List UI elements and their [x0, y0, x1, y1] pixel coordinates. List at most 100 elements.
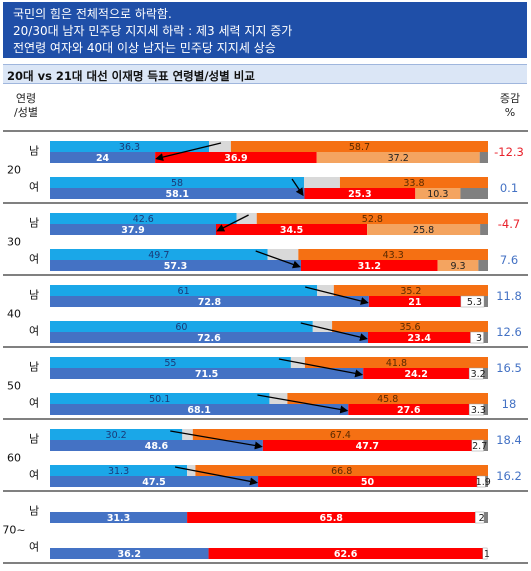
cur-ppp-bar	[258, 476, 478, 487]
gender-label: 여	[29, 181, 39, 194]
change-value: 0.1	[500, 181, 518, 195]
gender-label: 여	[29, 469, 39, 482]
cur-dem-bar	[50, 296, 369, 307]
prev-dem-bar	[50, 429, 183, 440]
prev-ppp-bar	[298, 249, 488, 260]
cur-ppp-bar	[262, 440, 472, 451]
cur-remainder-bar	[483, 440, 488, 451]
cur-dem-bar	[50, 260, 301, 271]
shift-arrow	[305, 286, 369, 305]
shift-arrow	[257, 394, 349, 414]
banner-line-2: 20/30대 남자 민주당 지지세 하락 : 제3 세력 지지 증가	[13, 24, 293, 38]
age-label: 70~	[2, 524, 25, 537]
cur-ppp-label: 25.3	[348, 189, 371, 200]
prev-dem-label: 61	[178, 286, 190, 297]
cur-ppp-label: 50	[361, 477, 375, 488]
cur-other-label: 37.2	[388, 153, 409, 164]
header-banner: 국민의 힘은 전체적으로 하락함. 20/30대 남자 민주당 지지세 하락 :…	[3, 2, 527, 58]
cur-dem-bar	[50, 440, 263, 451]
prev-dem-bar	[50, 465, 188, 476]
cur-other-bar	[468, 367, 484, 380]
prev-dem-bar	[50, 285, 318, 296]
cur-other-label: 3.3	[471, 405, 486, 416]
cur-dem-label: 72.8	[198, 297, 222, 308]
prev-ppp-label: 52.8	[362, 214, 383, 225]
prev-ppp-bar	[256, 213, 488, 224]
prev-dem-label: 58	[171, 178, 183, 189]
gender-label: 남	[29, 505, 39, 518]
prev-ppp-label: 41.8	[386, 358, 407, 369]
cur-dem-label: 71.5	[195, 369, 218, 380]
prev-dem-bar	[50, 177, 305, 188]
cur-dem-bar	[50, 512, 188, 523]
shift-arrow	[300, 322, 368, 342]
age-label: 50	[7, 380, 21, 393]
cur-ppp-label: 31.2	[358, 261, 381, 272]
cur-ppp-bar	[216, 224, 368, 235]
gender-label: 여	[29, 397, 39, 410]
prev-dem-label: 49.7	[148, 250, 169, 261]
cur-remainder-bar	[484, 296, 488, 307]
cur-dem-label: 57.3	[164, 261, 187, 272]
change-value: 18.4	[496, 433, 522, 447]
gender-label: 남	[29, 145, 39, 158]
cur-other-bar	[415, 188, 461, 199]
cur-dem-bar	[50, 548, 209, 559]
change-value: 11.8	[496, 289, 522, 303]
chart-subtitle: 20대 vs 21대 대선 이재명 득표 연령별/성별 비교	[3, 64, 527, 84]
cur-dem-label: 47.5	[142, 477, 165, 488]
prev-other-bar	[317, 285, 334, 296]
shift-arrow	[174, 466, 259, 486]
shift-arrow	[170, 430, 263, 450]
cur-ppp-label: 34.5	[280, 225, 303, 236]
age-label: 20	[7, 164, 21, 177]
cur-other-label: 2	[479, 513, 485, 524]
change-header-line-1: 증감	[499, 92, 521, 105]
prev-dem-label: 55	[164, 358, 176, 369]
age-label: 40	[7, 308, 21, 321]
prev-dem-bar	[50, 141, 209, 152]
cur-other-label: 5.3	[467, 297, 482, 308]
prev-dem-bar	[50, 213, 237, 224]
cur-other-bar	[437, 260, 479, 271]
prev-other-bar	[267, 249, 299, 260]
cur-ppp-label: 24.2	[404, 369, 427, 380]
cur-other-label: 3.2	[471, 369, 486, 380]
cur-ppp-bar	[208, 548, 483, 559]
cur-ppp-label: 23.4	[408, 333, 432, 344]
shift-arrow	[278, 358, 364, 378]
cur-other-bar	[476, 475, 486, 488]
cur-ppp-bar	[367, 332, 471, 343]
prev-ppp-label: 67.4	[330, 430, 351, 441]
cur-other-label: 25.8	[413, 225, 434, 236]
prev-ppp-label: 58.7	[349, 142, 370, 153]
cur-ppp-label: 27.6	[397, 405, 421, 416]
change-value: -12.3	[494, 145, 524, 159]
gender-label: 여	[29, 541, 39, 554]
shift-arrow	[255, 250, 301, 269]
age-label: 60	[7, 452, 21, 465]
cur-dem-bar	[50, 152, 156, 163]
cur-dem-bar	[50, 368, 364, 379]
prev-ppp-bar	[332, 321, 488, 332]
cur-remainder-bar	[479, 152, 488, 163]
cur-dem-label: 48.6	[145, 441, 169, 452]
age-gender-header: 연령 /성별	[6, 92, 46, 120]
prev-ppp-label: 35.6	[399, 322, 420, 333]
cur-other-label: 2.7	[472, 441, 487, 452]
cur-remainder-bar	[483, 332, 488, 343]
prev-dem-label: 30.2	[106, 430, 127, 441]
prev-ppp-bar	[339, 177, 488, 188]
prev-dem-bar	[50, 249, 268, 260]
cur-ppp-bar	[155, 152, 317, 163]
cur-ppp-bar	[187, 512, 476, 523]
prev-dem-label: 31.3	[108, 466, 129, 477]
cur-ppp-bar	[368, 296, 461, 307]
gender-label: 남	[29, 361, 39, 374]
cur-remainder-bar	[478, 260, 488, 271]
cur-dem-label: 58.1	[166, 189, 189, 200]
prev-dem-bar	[50, 321, 313, 332]
cur-other-bar	[482, 547, 488, 560]
cur-ppp-bar	[300, 260, 438, 271]
